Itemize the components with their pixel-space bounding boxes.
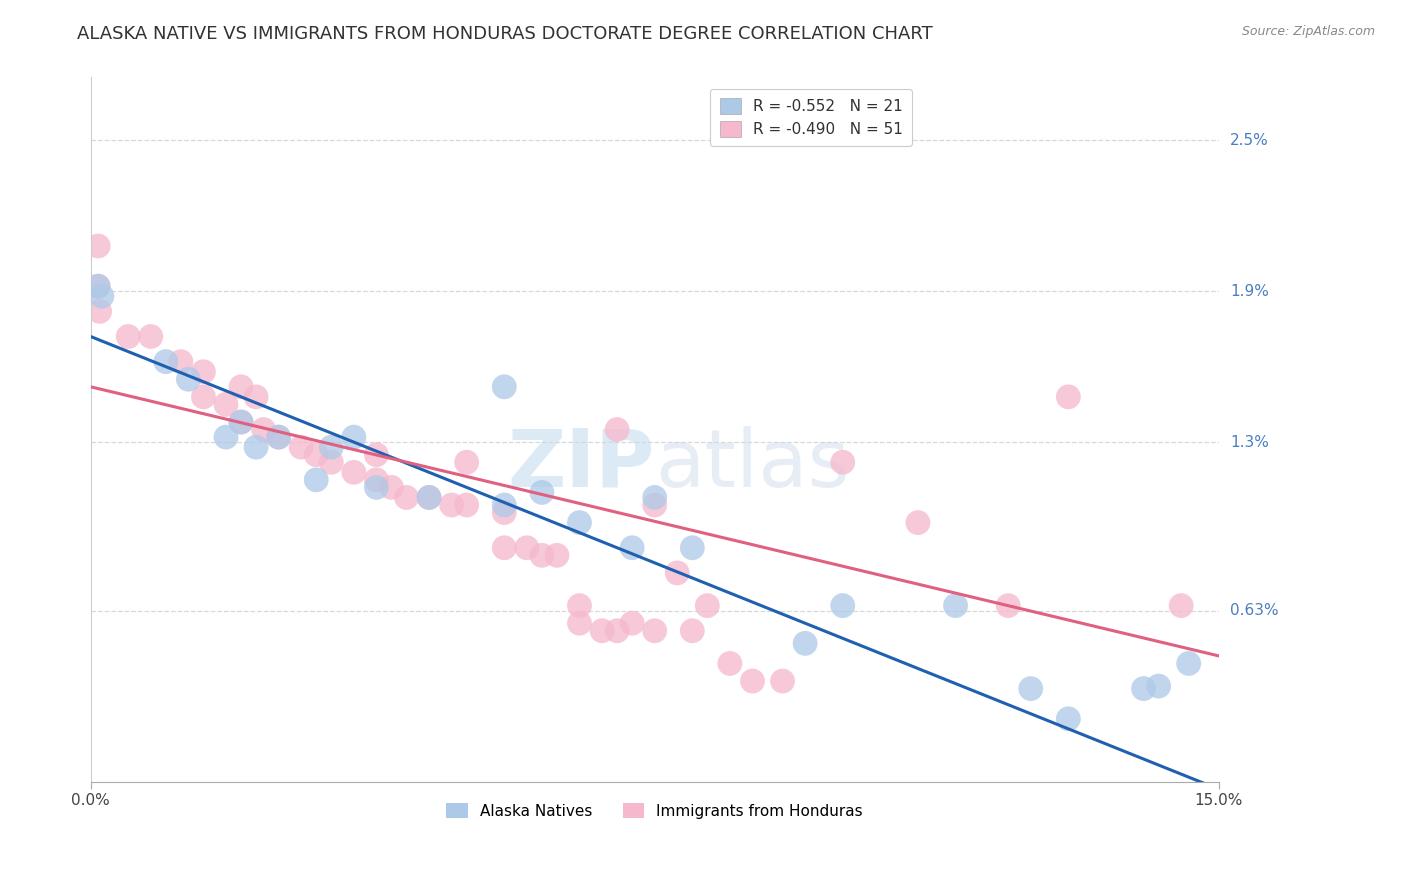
Point <box>621 541 644 555</box>
Point <box>644 498 666 512</box>
Point <box>170 354 193 368</box>
Point <box>215 397 238 411</box>
Point <box>193 390 215 404</box>
Point <box>456 498 478 512</box>
Point <box>343 430 366 444</box>
Text: ZIP: ZIP <box>508 425 655 504</box>
Point <box>794 636 817 650</box>
Text: 1.9%: 1.9% <box>1230 284 1268 299</box>
Point <box>516 541 538 555</box>
Point <box>252 423 274 437</box>
Point <box>606 423 628 437</box>
Point <box>681 541 703 555</box>
Point <box>139 329 162 343</box>
Point <box>418 491 440 505</box>
Point <box>229 415 252 429</box>
Point <box>666 566 689 580</box>
Point <box>772 674 794 689</box>
Point <box>494 541 516 555</box>
Point <box>395 491 418 505</box>
Point <box>907 516 929 530</box>
Point <box>245 390 267 404</box>
Point <box>87 279 110 293</box>
Point <box>644 491 666 505</box>
Point <box>591 624 613 638</box>
Point <box>117 329 139 343</box>
Point <box>1170 599 1192 613</box>
Point <box>343 465 366 479</box>
Point <box>546 549 568 563</box>
Point <box>267 430 290 444</box>
Point <box>90 289 112 303</box>
Point <box>87 239 110 253</box>
Text: 2.5%: 2.5% <box>1230 133 1268 148</box>
Point <box>456 455 478 469</box>
Point <box>1147 679 1170 693</box>
Point <box>741 674 763 689</box>
Point <box>644 624 666 638</box>
Point <box>494 498 516 512</box>
Point <box>321 440 343 454</box>
Point <box>997 599 1019 613</box>
Point <box>366 448 388 462</box>
Text: atlas: atlas <box>655 425 849 504</box>
Point <box>831 599 853 613</box>
Point <box>1057 390 1080 404</box>
Point <box>530 485 553 500</box>
Point <box>305 473 328 487</box>
Point <box>568 599 591 613</box>
Point <box>366 473 388 487</box>
Point <box>1132 681 1154 696</box>
Point <box>681 624 703 638</box>
Point <box>1177 657 1199 671</box>
Point <box>245 440 267 454</box>
Legend: Alaska Natives, Immigrants from Honduras: Alaska Natives, Immigrants from Honduras <box>440 797 869 825</box>
Point <box>831 455 853 469</box>
Point <box>494 506 516 520</box>
Text: 1.3%: 1.3% <box>1230 434 1268 450</box>
Point <box>1057 712 1080 726</box>
Point <box>215 430 238 444</box>
Point <box>305 448 328 462</box>
Point <box>1019 681 1042 696</box>
Point <box>321 455 343 469</box>
Point <box>696 599 718 613</box>
Point <box>568 516 591 530</box>
Point <box>718 657 741 671</box>
Point <box>177 372 200 386</box>
Point <box>440 498 463 512</box>
Point <box>606 624 628 638</box>
Point <box>621 616 644 631</box>
Text: 0.63%: 0.63% <box>1230 603 1278 618</box>
Point <box>418 491 440 505</box>
Point <box>366 480 388 494</box>
Point <box>155 354 177 368</box>
Point <box>229 415 252 429</box>
Point <box>267 430 290 444</box>
Text: Source: ZipAtlas.com: Source: ZipAtlas.com <box>1241 25 1375 38</box>
Text: ALASKA NATIVE VS IMMIGRANTS FROM HONDURAS DOCTORATE DEGREE CORRELATION CHART: ALASKA NATIVE VS IMMIGRANTS FROM HONDURA… <box>77 25 934 43</box>
Point <box>380 480 402 494</box>
Point <box>87 279 110 293</box>
Point <box>494 380 516 394</box>
Point <box>290 440 312 454</box>
Point <box>945 599 967 613</box>
Point <box>229 380 252 394</box>
Point <box>530 549 553 563</box>
Point <box>568 616 591 631</box>
Point <box>193 365 215 379</box>
Point <box>89 304 111 318</box>
